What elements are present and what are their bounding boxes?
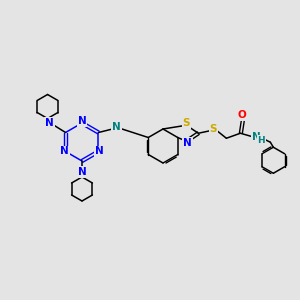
Text: N: N [78, 116, 86, 127]
Text: O: O [238, 110, 247, 120]
Text: N: N [95, 146, 104, 157]
Text: H: H [257, 136, 265, 145]
Text: H: H [113, 122, 122, 133]
Text: N: N [252, 132, 261, 142]
Text: N: N [45, 118, 54, 128]
Text: N: N [60, 146, 69, 157]
Text: S: S [210, 124, 217, 134]
Text: N: N [183, 138, 192, 148]
Text: N: N [112, 122, 121, 133]
Text: N: N [78, 167, 86, 177]
Text: S: S [183, 118, 190, 128]
